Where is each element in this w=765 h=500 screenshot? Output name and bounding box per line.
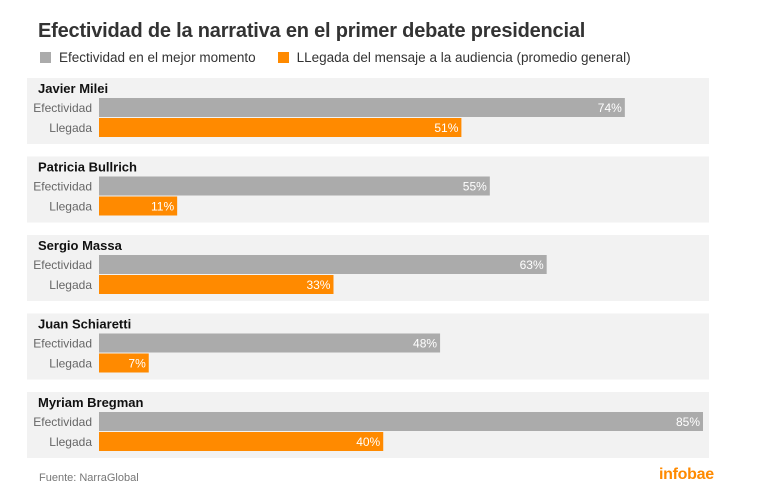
bar-llegada xyxy=(99,118,462,137)
chart-title: Efectividad de la narrativa en el primer… xyxy=(38,20,586,42)
legend-item-llegada: LLegada del mensaje a la audiencia (prom… xyxy=(277,50,631,65)
legend-swatch-llegada xyxy=(277,52,289,63)
candidate-label: Sergio Massa xyxy=(38,238,123,253)
data-label-efectividad: 74% xyxy=(598,101,622,115)
legend-label-efectividad: Efectividad en el mejor momento xyxy=(59,50,256,65)
candidate-label: Patricia Bullrich xyxy=(38,160,137,175)
row-label-llegada: Llegada xyxy=(49,357,92,371)
bar-llegada xyxy=(99,432,384,451)
data-label-efectividad: 48% xyxy=(413,337,437,351)
bar-efectividad xyxy=(99,412,703,431)
row-label-llegada: Llegada xyxy=(49,121,92,135)
data-label-llegada: 40% xyxy=(356,435,380,449)
bar-efectividad xyxy=(99,98,625,117)
source-note: Fuente: NarraGlobal xyxy=(39,472,139,484)
row-label-efectividad: Efectividad xyxy=(33,180,92,194)
bar-llegada xyxy=(99,275,334,294)
row-label-llegada: Llegada xyxy=(49,278,92,292)
row-label-efectividad: Efectividad xyxy=(33,258,92,272)
data-label-llegada: 33% xyxy=(306,278,330,292)
row-label-llegada: Llegada xyxy=(49,200,92,214)
legend-item-efectividad: Efectividad en el mejor momento xyxy=(40,50,256,65)
row-label-efectividad: Efectividad xyxy=(33,415,92,429)
row-label-efectividad: Efectividad xyxy=(33,101,92,115)
candidate-label: Javier Milei xyxy=(38,81,108,96)
bar-efectividad xyxy=(99,255,547,274)
row-label-llegada: Llegada xyxy=(49,435,92,449)
bar-llegada xyxy=(99,353,149,373)
bar-llegada xyxy=(99,196,178,216)
legend-swatch-efectividad xyxy=(40,52,51,63)
candidate-label: Myriam Bregman xyxy=(38,395,144,410)
bar-efectividad xyxy=(99,333,441,353)
data-label-llegada: 51% xyxy=(434,121,458,135)
data-label-llegada: 11% xyxy=(151,200,174,214)
candidate-label: Juan Schiaretti xyxy=(38,317,131,332)
data-label-efectividad: 85% xyxy=(676,415,700,429)
row-label-efectividad: Efectividad xyxy=(33,337,92,351)
data-label-efectividad: 63% xyxy=(520,258,544,272)
chart-legend: Efectividad en el mejor momento LLegada … xyxy=(40,50,653,65)
brand-logo: infobae xyxy=(659,466,714,483)
data-label-efectividad: 55% xyxy=(463,180,487,194)
legend-label-llegada: LLegada del mensaje a la audiencia (prom… xyxy=(296,50,631,65)
data-label-llegada: 7% xyxy=(128,357,146,371)
bar-efectividad xyxy=(99,176,490,196)
